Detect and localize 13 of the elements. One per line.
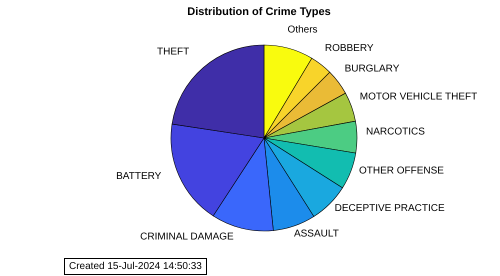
text: Created 15-Jul-2024 14:50:33 (64, 258, 207, 275)
slice-label: Others (288, 24, 318, 36)
slice-label: ASSAULT (294, 228, 339, 240)
slice-label: DECEPTIVE PRACTICE (334, 203, 446, 214)
slice-label: OTHER OFFENSE (358, 166, 444, 177)
slice-label: BURGLARY (344, 63, 400, 74)
slice-label: CRIMINAL DAMAGE (140, 231, 234, 242)
slice-label: MOTOR VEHICLE THEFT (360, 92, 478, 103)
slice-label: NARCOTICS (366, 126, 426, 138)
slice-label: BATTERY (116, 171, 162, 182)
slice-label: THEFT (157, 46, 190, 58)
slice-label: ROBBERY (324, 43, 374, 54)
chart-title: Distribution of Crime Types (187, 6, 331, 18)
